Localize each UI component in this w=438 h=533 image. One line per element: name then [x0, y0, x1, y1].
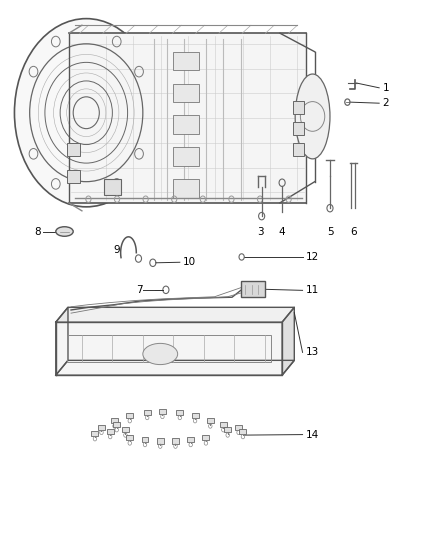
Bar: [126, 413, 133, 418]
Bar: [187, 437, 194, 442]
Bar: [235, 424, 242, 430]
Polygon shape: [56, 308, 294, 322]
Bar: [173, 147, 199, 166]
Bar: [173, 52, 199, 70]
Bar: [172, 438, 179, 443]
Bar: [126, 435, 133, 440]
Ellipse shape: [56, 227, 73, 236]
Bar: [67, 170, 80, 183]
Bar: [122, 427, 129, 432]
Polygon shape: [56, 360, 294, 375]
Bar: [293, 143, 304, 156]
Bar: [92, 431, 99, 436]
Bar: [191, 413, 198, 418]
Text: 9: 9: [114, 245, 120, 255]
Bar: [224, 427, 231, 432]
Text: 14: 14: [306, 430, 319, 440]
Ellipse shape: [143, 343, 178, 365]
Bar: [67, 335, 271, 362]
Text: 3: 3: [258, 227, 264, 237]
Text: 7: 7: [136, 285, 143, 295]
Bar: [159, 409, 166, 414]
Bar: [113, 422, 120, 427]
Bar: [144, 410, 151, 415]
Bar: [111, 418, 118, 423]
Polygon shape: [56, 322, 282, 375]
Text: 11: 11: [306, 285, 319, 295]
Text: 8: 8: [34, 227, 41, 237]
Text: 2: 2: [383, 98, 389, 108]
Text: 10: 10: [184, 257, 196, 267]
Bar: [98, 424, 105, 430]
Bar: [293, 101, 304, 114]
Bar: [173, 179, 199, 198]
Bar: [293, 122, 304, 135]
Bar: [240, 429, 247, 434]
Text: 5: 5: [328, 227, 334, 237]
Bar: [202, 435, 209, 440]
Bar: [107, 429, 114, 434]
Text: 13: 13: [306, 348, 319, 358]
Text: 1: 1: [383, 83, 389, 93]
Bar: [69, 33, 306, 203]
Bar: [157, 438, 164, 443]
Bar: [104, 179, 121, 195]
Bar: [207, 418, 214, 423]
Bar: [173, 84, 199, 102]
Bar: [177, 410, 184, 415]
Text: 4: 4: [279, 227, 286, 237]
Polygon shape: [282, 308, 294, 375]
Bar: [220, 422, 227, 427]
Text: 6: 6: [350, 227, 357, 237]
Ellipse shape: [14, 19, 158, 207]
Bar: [173, 115, 199, 134]
Bar: [241, 281, 265, 297]
Ellipse shape: [295, 74, 330, 159]
Bar: [141, 437, 148, 442]
Polygon shape: [56, 308, 68, 375]
Text: 12: 12: [306, 252, 319, 262]
Bar: [67, 143, 80, 156]
